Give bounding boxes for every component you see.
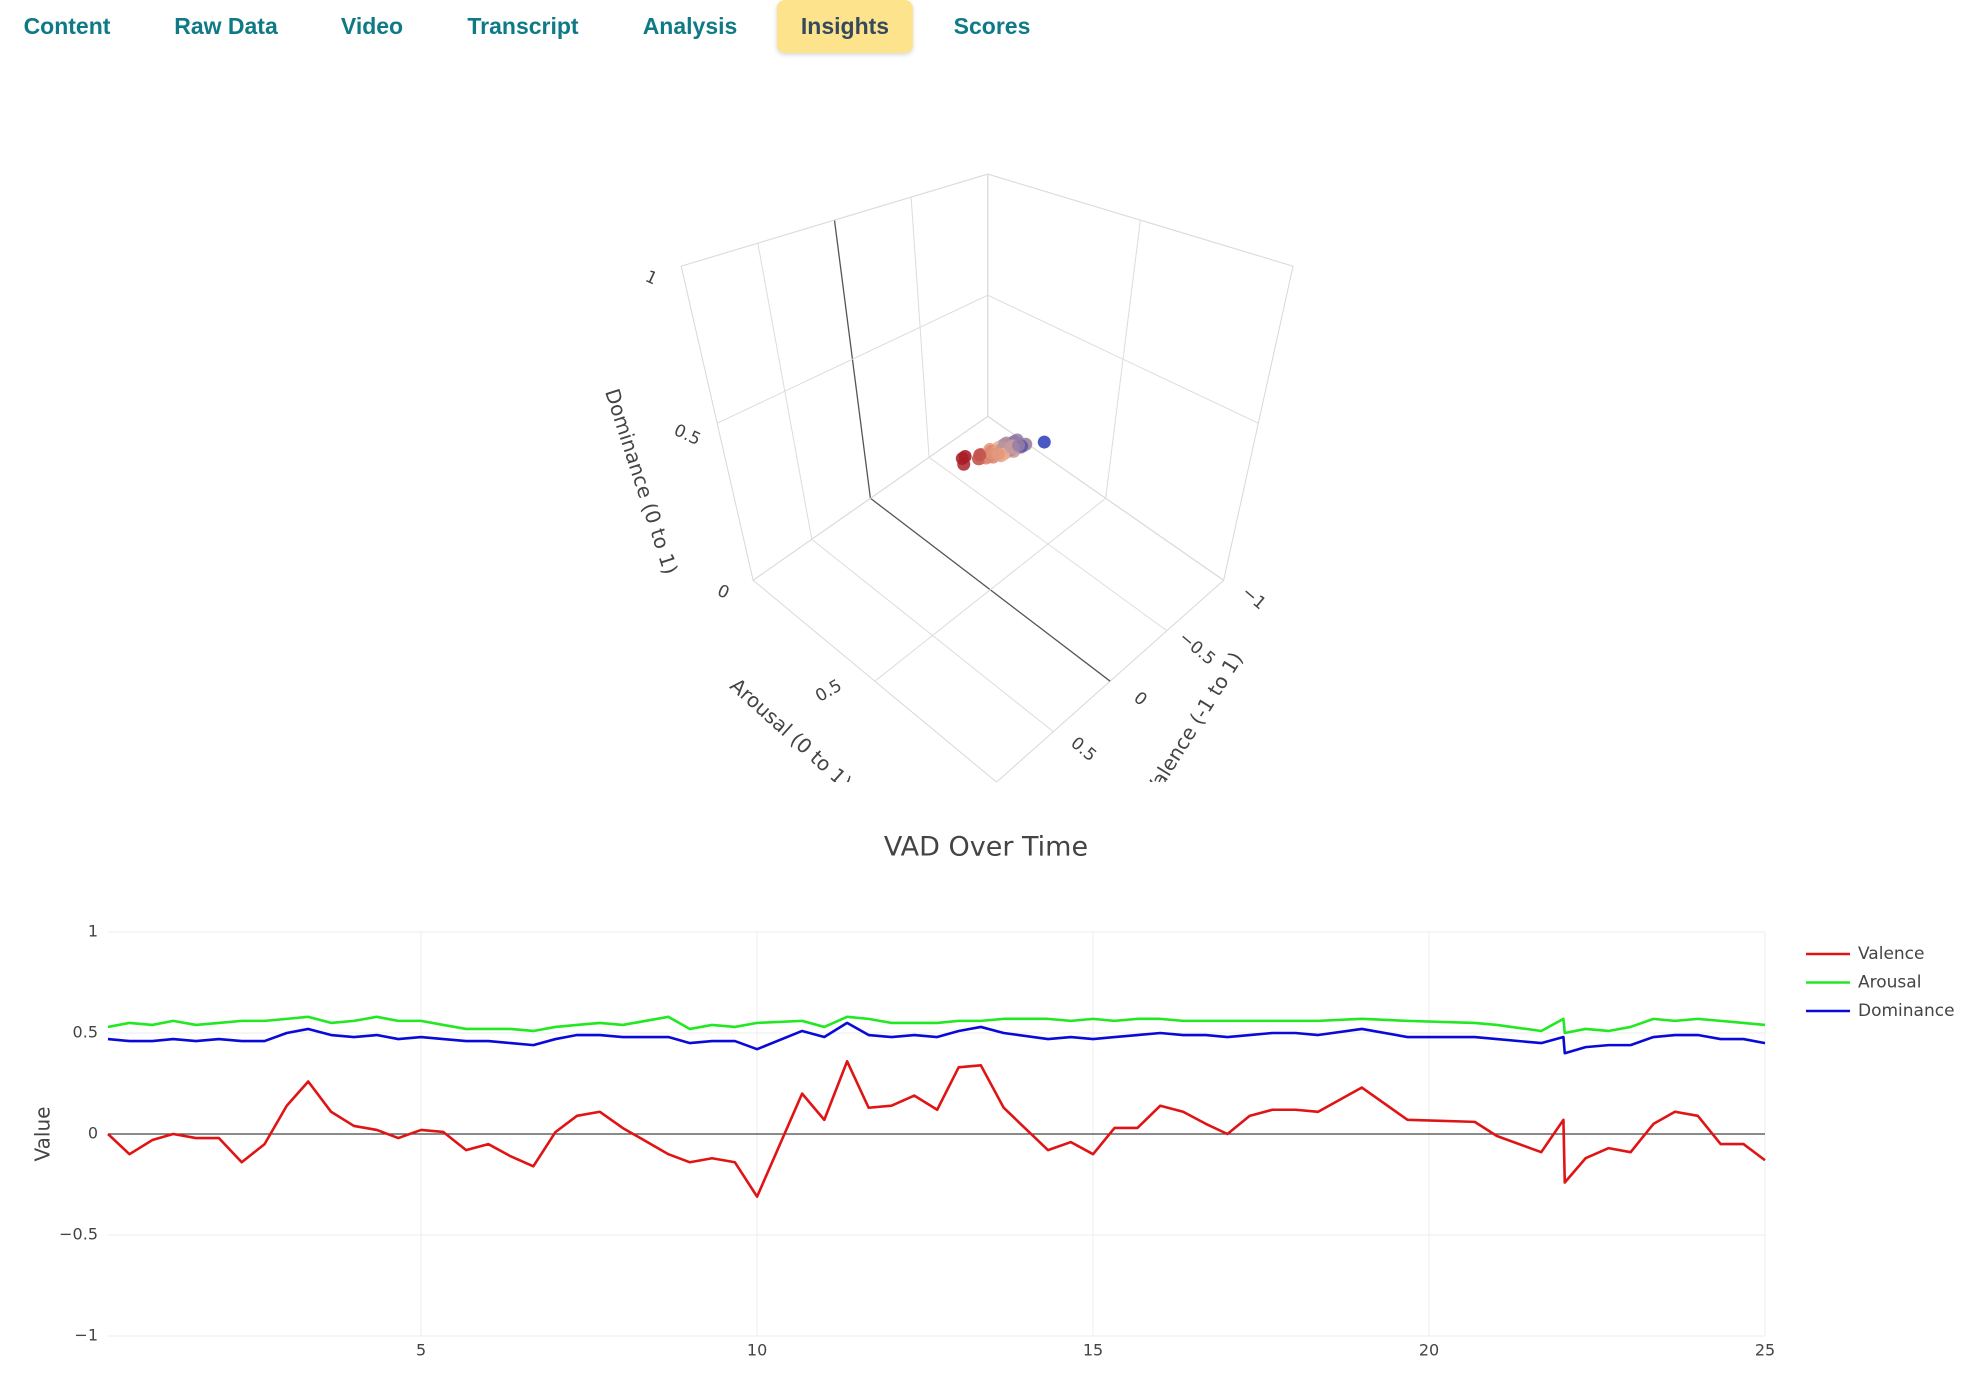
y-tick-label: 0.5 — [73, 1023, 98, 1042]
y-tick-label: −1 — [74, 1326, 98, 1345]
x-tick-label: 20 — [1419, 1341, 1439, 1360]
chart-title: VAD Over Time — [884, 832, 1088, 863]
grid-line — [874, 497, 1106, 682]
legend-label: Arousal — [1858, 973, 1921, 993]
y-tick-label: 0 — [88, 1124, 98, 1143]
series-line — [107, 1015, 1766, 1035]
point — [955, 451, 969, 465]
y-axis-title: Value — [31, 1107, 55, 1162]
series-line — [107, 1021, 1766, 1055]
grid-line — [987, 173, 1294, 267]
grid-line — [752, 415, 989, 581]
grid-line — [987, 294, 1259, 424]
grid-line — [681, 173, 988, 267]
x-tick-label: −1 — [1238, 583, 1270, 614]
x-tick-label: 10 — [747, 1341, 767, 1360]
x-tick-label: 15 — [1083, 1341, 1103, 1360]
plane — [752, 415, 1225, 782]
line-chart: VAD Over Time Value 5 10 15 20 25 −1 −0.5 0 0.5 1 Va… — [31, 832, 1955, 1360]
tab[interactable]: Video — [340, 13, 404, 39]
point — [1037, 435, 1051, 449]
tab[interactable]: Analysis — [642, 13, 738, 39]
point — [973, 448, 987, 462]
tab[interactable]: Raw Data — [174, 13, 278, 39]
grid-line — [716, 294, 988, 424]
legend-label: Valence — [1858, 944, 1925, 964]
x-tick-label: 0.5 — [1067, 733, 1101, 766]
plane — [987, 173, 1294, 582]
x-tick-label: −0.5 — [1175, 628, 1219, 670]
z-tick-label: 0 — [714, 581, 732, 604]
legend-label: Dominance — [1858, 1001, 1955, 1021]
plane — [680, 173, 989, 582]
y-tick-label: 0.5 — [812, 676, 845, 707]
tab[interactable]: Transcript — [467, 13, 579, 39]
axis-title: Valence (-1 to 1) — [1140, 648, 1248, 801]
x-tick-label: 25 — [1755, 1341, 1775, 1360]
series-line — [107, 1059, 1766, 1198]
tab-bar: Content Raw Data Video Transcript Analys… — [0, 0, 1978, 60]
tab[interactable]: Content — [23, 13, 111, 39]
z-tick-label: 0.5 — [671, 420, 704, 450]
point — [991, 447, 1005, 461]
x-tick-label: 5 — [416, 1341, 426, 1360]
point — [1012, 438, 1026, 452]
axis-title: Dominance (0 to 1) — [600, 386, 683, 578]
tab[interactable]: Insights — [776, 0, 914, 53]
z-tick-label: 1 — [642, 267, 660, 290]
y-tick-label: 1 — [88, 922, 98, 941]
y-tick-label: −0.5 — [59, 1225, 98, 1244]
tab[interactable]: Scores — [953, 13, 1031, 39]
x-tick-label: 0 — [1130, 688, 1151, 710]
